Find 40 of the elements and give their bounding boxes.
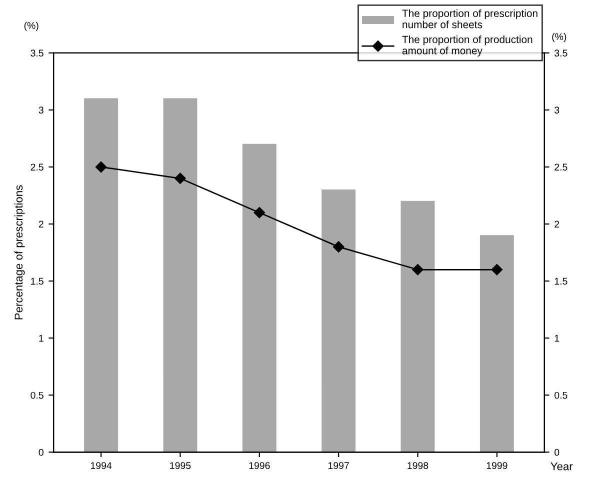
y-tick-label: 0: [38, 448, 44, 456]
y2-tick-label: 0: [554, 448, 560, 456]
point: [95, 161, 107, 173]
y2-axis-title: (%): [552, 32, 566, 42]
bar: [322, 189, 356, 452]
bar: [480, 235, 514, 452]
bar: [242, 144, 276, 452]
y-tick-label: 2.5: [30, 164, 44, 171]
bar: [400, 200, 435, 452]
x-tick-label: 1998: [408, 462, 428, 470]
y2-tick-label: 2.5: [554, 164, 568, 171]
point: [332, 241, 344, 252]
y-tick-label: 2: [38, 220, 44, 228]
y-axis-title: Percentage of prescriptions: [14, 185, 25, 320]
y2-tick-label: 1.5: [554, 278, 568, 285]
y-tick-label: 1.5: [31, 278, 44, 285]
y-tick-label: 3.5: [30, 50, 44, 57]
bar: [163, 98, 198, 452]
legend-label: The proportion of production amount of money: [402, 36, 532, 56]
x-tick-label: 1997: [328, 462, 349, 470]
legend-label: The proportion of prescription number of sheets: [402, 9, 538, 28]
y2-tick-label: 3: [554, 106, 560, 114]
text: (%): [24, 22, 38, 31]
point: [491, 264, 503, 276]
y2-tick-label: 2: [554, 220, 560, 228]
point: [412, 264, 424, 276]
x-tick-label: 1994: [90, 462, 112, 470]
x-tick-label: 1995: [170, 462, 191, 470]
y-tick-label: 3: [38, 106, 44, 114]
x-axis-title: Year: [550, 462, 573, 470]
bar: [84, 98, 118, 452]
point: [174, 172, 186, 184]
y2-tick-label: 0.5: [554, 392, 568, 399]
x-tick-label: 1999: [486, 462, 508, 470]
y2-tick-label: 3.5: [554, 50, 568, 57]
x-tick-label: 1996: [249, 462, 270, 470]
y-tick-label: 1: [39, 334, 44, 342]
y-tick-label: 0.5: [30, 392, 44, 399]
y2-tick-label: 1: [554, 334, 560, 342]
point: [254, 206, 266, 218]
